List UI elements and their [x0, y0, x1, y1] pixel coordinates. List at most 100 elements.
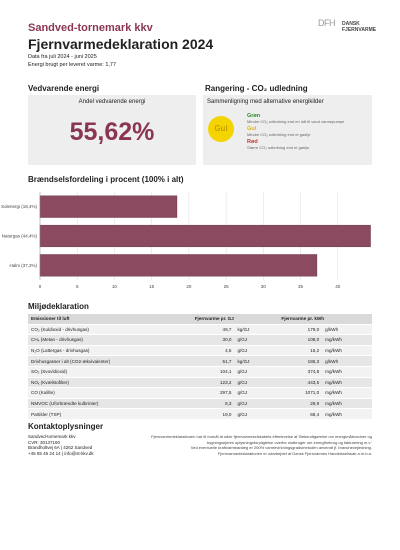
table-cell: g/GJ	[234, 345, 279, 357]
bar	[39, 195, 178, 218]
table-cell: mg/kWh	[322, 387, 372, 399]
table-cell: mg/kWh	[322, 366, 372, 378]
contact-line: +45 55 45 24 14 | info@st-kkv.dk	[28, 450, 94, 456]
table-cell: g/kWh	[322, 324, 372, 336]
table-cell: g/GJ	[234, 366, 279, 378]
contact-line: Sandved-tornemark kkv	[28, 434, 76, 439]
table-cell: 16,2	[278, 345, 323, 357]
x-tick-label: 10	[112, 284, 118, 289]
table-cell: Drivhusgasser i alt (CO2-ækvivalenter)	[28, 355, 192, 367]
table-cell: 19,0	[191, 408, 235, 420]
table-row: N₂O (Lattergas - drivhusgas) 4,5 g/GJ 16,2 m…	[28, 345, 372, 357]
table-cell: g/GJ	[234, 398, 279, 410]
table-row: Partikler (TSP) 19,0 g/GJ 68,4 mg/kWh	[28, 408, 372, 420]
table-row: CO₂ (Kuldioxid - drivhusgas) 49,7 kg/GJ 179…	[28, 324, 372, 336]
table-cell: kg/GJ	[234, 355, 279, 367]
table-cell: 179,0	[278, 324, 323, 336]
table-cell: CH₄ (Metan - drivhusgas)	[28, 334, 192, 346]
x-tick-label: 25	[224, 284, 230, 289]
table-row: SO₂ (Svovldioxid) 104,1 g/GJ 374,8 mg/kWh	[28, 366, 372, 378]
table-cell: CO (Kulilte)	[28, 387, 192, 399]
table-cell: 297,5	[191, 387, 235, 399]
logo: DFH	[318, 18, 336, 28]
column-header: Emissioner til luft	[28, 314, 192, 325]
table-row: NOₓ (Kvælstofilter) 123,2 g/GJ 443,5 mg/kWh	[28, 377, 372, 389]
level-text: Mindre CO₂ udledning end en luft til van…	[247, 119, 345, 124]
y-tick-label: Halm (37,2%)	[9, 263, 37, 268]
table-cell: mg/kWh	[322, 377, 372, 389]
table-row: Drivhusgasser i alt (CO2-ækvivalenter) 51…	[28, 355, 372, 367]
table-cell: Partikler (TSP)	[28, 408, 192, 420]
y-tick-label: Solenergi (18,4%)	[1, 204, 38, 209]
table-body: CO₂ (Kuldioxid - drivhusgas) 49,7 kg/GJ 179…	[28, 324, 372, 420]
table-cell: CO₂ (Kuldioxid - drivhusgas)	[28, 324, 192, 336]
contact-note: Ved eventuelle kraftvarmeanlæg er 200% v…	[190, 445, 372, 451]
section-heading: Kontaktoplysninger	[28, 422, 104, 431]
table-cell: g/GJ	[234, 334, 279, 346]
level-name: Grøn	[247, 113, 261, 119]
table-row: CO (Kulilte) 297,5 g/GJ 1071,0 mg/kWh	[28, 387, 372, 399]
table-cell: mg/kWh	[322, 345, 372, 357]
column-header: Fjernvarme pr. kWh	[278, 314, 372, 325]
section-heading: Vedvarende energi	[28, 84, 100, 93]
table-cell: 123,2	[191, 377, 235, 389]
chart-title: Brændselsfordeling i procent (100% i alt…	[28, 175, 184, 184]
ranking-label: Sammenligning med alternative energikild…	[207, 99, 324, 105]
contact-note: Fjernvarmedeklarationen har til formål a…	[151, 434, 372, 439]
table-cell: mg/kWh	[322, 398, 372, 410]
table-row: NMVOC (Uforbrændte kulbrinter) 8,3 g/GJ 29,…	[28, 398, 372, 410]
table-cell: 49,7	[191, 324, 235, 336]
chart: 0 5 10 15 20 25 30 35 40 Solenergi (18,4%) Naturga…	[1, 192, 371, 289]
bar	[39, 254, 318, 277]
section-heading: Miljødeklaration	[28, 302, 89, 311]
table-cell: N₂O (Lattergas - drivhusgas)	[28, 345, 192, 357]
renewable-box	[28, 95, 196, 165]
x-tick-label: 0	[39, 284, 42, 289]
table-cell: 8,3	[191, 398, 235, 410]
table-cell: 4,5	[191, 345, 235, 357]
table-cell: 30,0	[191, 334, 235, 346]
level-text: Større CO₂ udledning end et gasfyr	[247, 145, 310, 150]
table-cell: NMVOC (Uforbrændte kulbrinter)	[28, 398, 192, 410]
table-cell: g/GJ	[234, 387, 279, 399]
table-cell: g/GJ	[234, 408, 279, 420]
title: Fjernvarmedeklaration 2024	[28, 36, 214, 52]
table-cell: NOₓ (Kvælstofilter)	[28, 377, 192, 389]
logo: DANSK FJERNVARME	[342, 21, 377, 33]
table-cell: 68,4	[278, 408, 323, 420]
x-tick-label: 5	[76, 284, 79, 289]
renewable-label: Andel vedvarende energi	[78, 99, 146, 105]
x-tick-label: 30	[261, 284, 267, 289]
table-cell: 29,9	[278, 398, 323, 410]
column-header: Fjernvarme pr. GJ	[191, 314, 279, 325]
table-cell: 186,3	[278, 355, 323, 367]
ranking-badge: Gul	[208, 116, 234, 142]
bar	[39, 224, 371, 248]
contact-note: bygningsejeres oplysningsforpligtelse ov…	[207, 439, 372, 445]
table-row: CH₄ (Metan - drivhusgas) 30,0 g/GJ 108,0 mg/…	[28, 334, 372, 346]
company: Sandved-tornemark kkv	[28, 22, 153, 34]
x-tick-label: 35	[298, 284, 304, 289]
ranking-levels: Grøn Mindre CO₂ udledning end en luft til…	[247, 113, 344, 152]
table-cell: mg/kWh	[322, 334, 372, 346]
x-tick-label: 40	[335, 284, 341, 289]
level-name: Rød	[247, 139, 258, 145]
table-cell: 51,7	[191, 355, 235, 367]
table-cell: 374,8	[278, 366, 323, 378]
x-tick-label: 20	[186, 284, 192, 289]
contact-line: CVR: 30137160	[28, 439, 61, 445]
energy-use: Energi brugt per leveret varme: 1,77	[28, 62, 117, 68]
table-header: Emissioner til luft Fjernvarme pr. GJ Fjer…	[28, 314, 372, 325]
contact-line: Brandholtvej 6A | 4262 Sandved	[28, 445, 93, 451]
table-cell: 108,0	[278, 334, 323, 346]
table-cell: g/kWh	[322, 355, 372, 367]
renewable-value: 55,62%	[69, 118, 155, 146]
emissions-table: Emissioner til luft Fjernvarme pr. GJ Fjer…	[28, 314, 372, 420]
period: Data fra juli 2024 - juni 2025	[28, 54, 97, 60]
contact-lines: Sandved-tornemark kkv CVR: 30137160 Brandh…	[28, 434, 94, 456]
table-cell: kg/GJ	[234, 324, 279, 336]
contact-notes: Fjernvarmedeklarationen har til formål a…	[151, 434, 372, 456]
level-text: Mindre CO₂ udledning end et gasfyr	[247, 132, 311, 137]
table-cell: 104,1	[191, 366, 235, 378]
